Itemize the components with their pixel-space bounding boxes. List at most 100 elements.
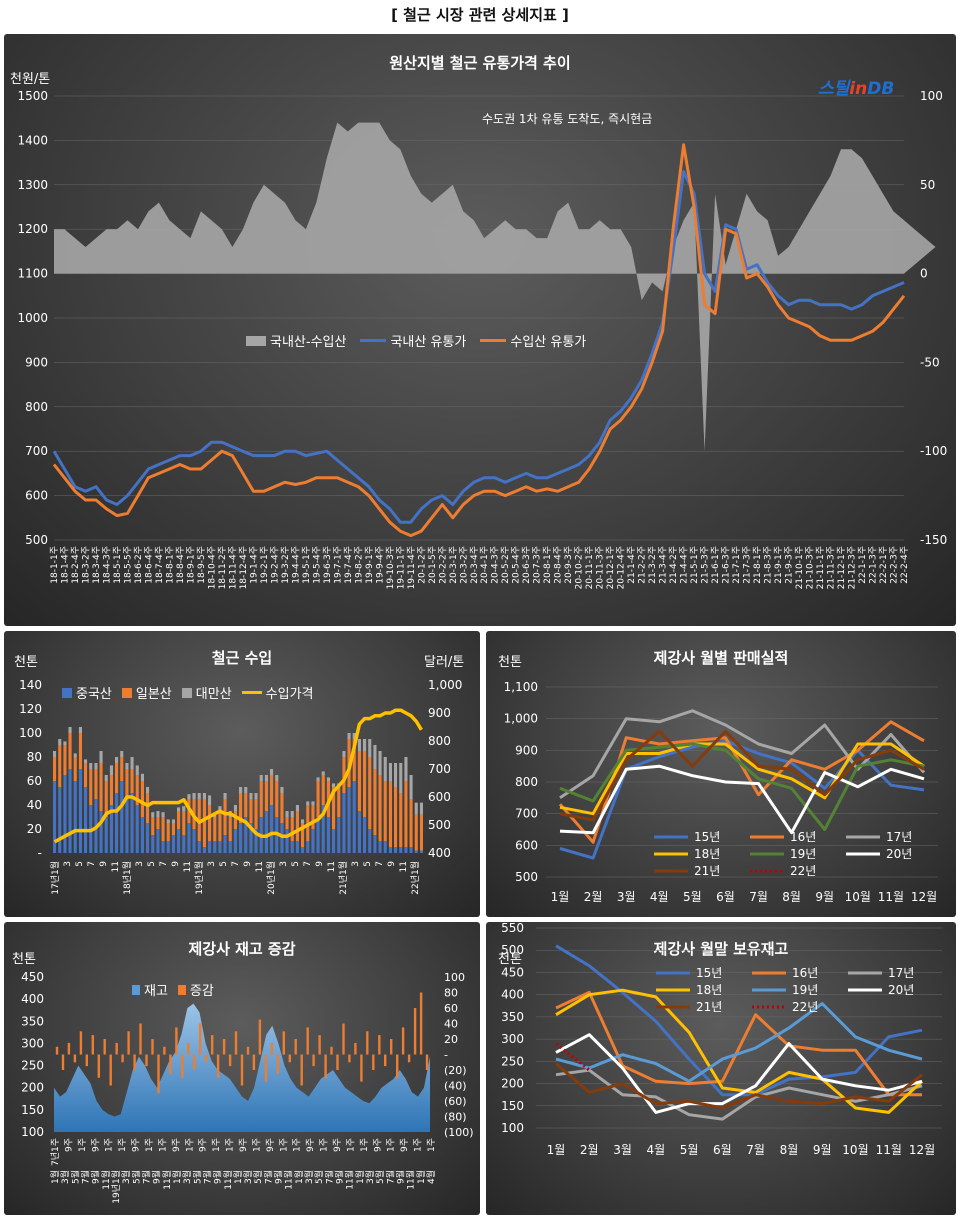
bar-segment [383,781,387,841]
x-tick-label: 18-11-2주 [217,546,228,589]
y-tick-label: 1400 [17,133,48,147]
x-tick-label: 18-8-1주 [164,546,175,584]
bar-segment [306,805,310,841]
bar-stock-change [306,1027,309,1055]
x-tick-label: 11월 [878,890,904,904]
series-line-19년 [559,742,925,831]
x-tick-label: 7 [87,861,97,867]
y2-tick-label: -50 [920,355,940,369]
bar-segment [63,745,67,775]
bar-segment [146,793,150,823]
x-tick-label: 21-2-2주 [637,546,648,584]
x-tick-label-month: 3월 [303,1170,315,1184]
legend-swatch-diff [246,335,266,346]
x-tick-label: 18-9-5주 [196,546,207,584]
x-tick-label: 9 [387,861,397,867]
x-tick-label-month: 5월 [252,1170,264,1184]
bar-segment [68,727,72,733]
bar-segment [202,793,206,799]
x-tick-label: 22년1월 [409,861,421,895]
bar-stock-change [211,1035,214,1055]
x-tick-label: 1월 [551,890,570,904]
bar-segment [135,775,139,805]
bar-segment [414,802,418,815]
bar-segment [202,847,206,853]
bar-stock-change [139,1023,142,1055]
bar-segment [383,757,387,781]
x-tick-label: 7월 [749,890,768,904]
y2-tick-label: (40) [444,1080,467,1093]
legend-item-china: 중국산 [62,683,112,702]
bar-segment [419,802,423,815]
bar-segment [316,817,320,853]
bar-segment [73,757,77,781]
page-title: [ 철근 시장 관련 상세지표 ] [391,6,569,24]
x-tick-label-month: 11월 [405,1170,417,1190]
x-tick-label-month: 9월 [151,1170,163,1184]
y-tick-label: 100 [21,1125,44,1139]
x-tick-label: 4월 [646,1143,665,1157]
sales-chart-panel: 제강사 월별 판매실적 천톤 500 600 700 800 900 1,000 1,100… [486,631,956,917]
x-tick-label: 19-8-2주 [353,546,364,584]
x-tick-label: 9월 [813,1143,832,1157]
bar-segment [270,775,274,805]
x-tick-label-month: 3월 [59,1170,71,1184]
y2-tick-label: (80) [444,1111,467,1124]
x-tick-label: 18-4-3주 [101,546,112,584]
bar-segment [404,847,408,853]
series-line-15년 [555,944,923,1097]
series-line-21년 [559,729,925,822]
y-tick-label: 200 [501,1077,524,1091]
month-end-stock-svg: 100 150 200 250 300 350 400 450 500 550 1월 2월 3월 4월 5월… [501,922,942,1157]
x-tick-label: 18-3-2주 [80,546,91,584]
x-tick-label-month: 4월 [425,1170,437,1184]
x-tick-label: 21-3-2주 [647,546,658,584]
y2-tick-label: 50 [920,178,935,192]
bar-segment [311,805,315,829]
bar-stock-change [419,992,423,1055]
x-tick-label: 21-9-3주 [784,546,795,584]
bar-segment [383,841,387,853]
bar-stock-change [413,1008,417,1055]
bar-segment [223,799,227,835]
inventory-change-chart-panel: 제강사 재고 증감 천톤 재고 증감 100 150 200 250 300 350 400… [4,922,480,1215]
x-tick-label: 3 [207,861,217,867]
bar-segment [394,763,398,787]
x-tick-label: 19-11-1주 [395,546,406,589]
x-tick-label: 18-3-4주 [91,546,102,584]
bar-segment [409,799,413,847]
bar-segment [404,781,408,847]
y2-tick-label: -100 [920,444,947,458]
x-tick-label-month: 5월 [191,1170,203,1184]
bar-segment [373,835,377,853]
x-tick-label: 9주 [63,1138,74,1152]
legend-label: 17년 [888,966,914,980]
y-tick-label: 550 [501,922,524,935]
bar-stock-change [246,1046,250,1055]
bar-stock-change [264,1054,268,1082]
y-tick-label: 200 [21,1081,44,1095]
bar-segment [109,775,113,805]
sales-chart-title: 제강사 월별 판매실적 [653,649,789,667]
bar-segment [342,793,346,853]
bar-segment [161,841,165,853]
bar-segment [166,819,170,823]
import-legend: 중국산 일본산 대만산 수입가격 [62,683,314,702]
legend-label: 15년 [694,830,720,844]
bar-stock-change [151,1039,154,1055]
x-tick-label: 18-6-2주 [133,546,144,584]
bar-stock-change [234,1031,238,1055]
bar-stock-change [133,1054,136,1070]
bar-segment [53,751,57,757]
bar-stock-change [336,1054,339,1070]
bar-stock-change [67,1042,71,1055]
x-tick-label: 1주 [319,1138,330,1152]
import-y-unit: 천톤 [14,655,38,670]
bar-segment [89,763,93,769]
x-tick-label: 9주 [131,1138,142,1152]
bar-stock-change [300,1054,303,1086]
bar-segment [202,799,206,847]
y-tick-label: 250 [501,1054,524,1068]
bar-segment [146,823,150,853]
bar-segment [270,805,274,853]
